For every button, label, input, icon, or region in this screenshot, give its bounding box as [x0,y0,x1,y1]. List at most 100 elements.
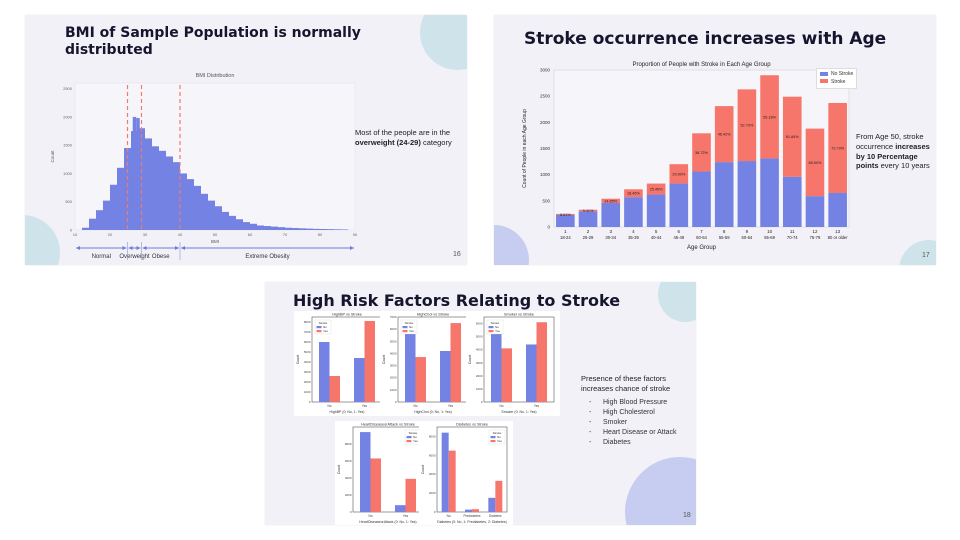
histogram-bar [136,118,140,230]
histogram-bar [124,148,131,230]
bar-no-stroke [760,158,779,227]
y-tick-label: 2000 [429,491,436,495]
y-tick-label: 8000 [345,442,352,446]
y-tick-label: 0 [481,400,483,404]
bar-yes [472,509,479,512]
bar-stroke [760,75,779,159]
arrow-head-left [76,246,80,250]
category-label: Extreme Obesity [245,254,289,260]
age-group-label: 50-54 [696,235,707,240]
legend-swatch-yes [490,440,496,443]
bar-no-stroke [828,192,847,227]
bar-no-stroke [669,183,689,227]
legend-label-yes: Yes [495,329,500,333]
y-tick-label: 0 [350,510,352,514]
bar-no [465,509,472,512]
age-chart-legend: No Stroke Stroke [816,68,858,89]
legend-title: Stroke [319,321,328,325]
y-tick-label: 3000 [540,68,551,73]
y-tick-label: 2000 [304,380,311,384]
bar-no-stroke [624,197,643,227]
histogram-bar [96,210,103,230]
x-tick-label: 90 [353,232,358,237]
age-group-label: 80 or older [828,235,849,240]
slide-stroke-age: Stroke occurrence increases with Age Pro… [494,15,936,265]
age-group-label: 25-29 [583,235,594,240]
bar-no [395,505,406,512]
legend-swatch-no [316,326,322,329]
bar-yes [448,450,456,512]
y-axis-label: Count of People in each Age Group [522,109,528,188]
legend-label-yes: Yes [413,439,418,443]
x-tick-label: 9 [746,229,749,234]
age-group-label: 75-79 [810,235,821,240]
arrow-head-left [142,246,147,250]
y-tick-label: 7000 [304,330,311,334]
bar-no-stroke [737,161,757,227]
x-tick-label: 20 [108,232,113,237]
legend-label-no: No [323,325,327,329]
bmi-histogram: BMI Distribution BMI Count 0 500 1000 1500 2000… [50,73,358,260]
age-group-label: 35-39 [628,235,639,240]
y-tick-label: 4000 [429,472,436,476]
y-tick-label: 4000 [304,360,311,364]
data-label: 29.90% [672,172,686,176]
data-label: 25.45% [650,188,664,192]
legend-label-no: No [409,325,413,329]
histogram-bar [236,219,243,230]
category-label: Overweight [119,254,150,260]
bar-no-stroke [556,214,575,227]
bar-no [488,497,496,512]
x-tick-label: 50 [213,232,218,237]
histogram-bar [89,218,96,230]
chart-title: HighBP vs Stroke [332,313,362,317]
legend-swatch-yes [402,330,408,333]
x-axis-label: HighChol (0: No, 1: Yes) [414,410,452,414]
bar-no [354,358,365,402]
chart-title: Smoker vs Stroke [504,313,534,317]
category-range-overweight: Overweight [119,246,150,260]
x-tick-label: 10 [767,229,773,234]
bar-stroke [805,128,825,197]
y-tick-label: 2000 [390,376,397,380]
x-tick-label: Yes [403,514,409,518]
y-tick-label: 1000 [63,171,73,176]
histogram-bar [313,228,320,230]
x-tick-label: 13 [835,229,841,234]
bar-stroke [646,183,666,195]
bar-stroke [692,133,711,172]
y-tick-label: 1500 [540,146,551,151]
arrow-head-right [175,246,179,250]
y-tick-label: 0 [70,228,73,233]
legend-item-no-stroke: No Stroke [820,71,853,79]
y-tick-label: 3000 [304,370,311,374]
x-tick-label: Yes [534,404,540,408]
y-tick-label: 0 [547,225,550,230]
y-tick-label: 8000 [304,320,311,324]
slide-number: 17 [922,252,930,259]
x-axis-label: Smoker (0: No, 1: Yes) [501,410,536,414]
x-axis-label: BMI [211,239,219,244]
legend-swatch-no [488,326,494,329]
age-group-label: 45-49 [673,235,684,240]
data-label: 68.50% [809,161,823,165]
chart-title: BMI Distribution [196,73,235,79]
data-label: 46.42% [718,133,732,137]
legend-title: Stroke [493,431,502,435]
category-range-obese: Obese [142,246,179,260]
bar-stroke [737,89,757,162]
x-tick-label: 3 [609,229,612,234]
y-tick-label: 4000 [390,351,397,355]
legend-swatch-no [490,436,496,439]
histogram-bar [173,162,180,230]
histogram-bar [222,211,229,230]
histogram-bar [285,227,292,230]
y-tick-label: 4000 [476,348,483,352]
x-tick-label: 1 [564,229,567,234]
x-tick-label: No [447,514,451,518]
histogram-bar [82,227,89,230]
bar-yes [364,321,375,402]
